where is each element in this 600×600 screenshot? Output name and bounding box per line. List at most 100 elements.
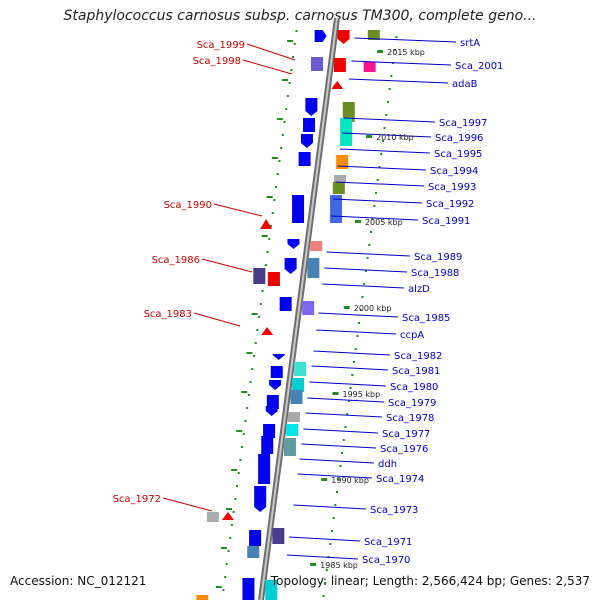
gene-label-sca_1994[interactable]: Sca_1994 bbox=[430, 166, 478, 177]
gene-block[interactable] bbox=[266, 395, 279, 409]
gene-block[interactable] bbox=[279, 297, 292, 311]
rail-dot bbox=[324, 582, 327, 584]
gene-label-sca_1981[interactable]: Sca_1981 bbox=[392, 366, 440, 377]
gene-label-sca_1983[interactable]: Sca_1983 bbox=[144, 309, 192, 320]
gene-block[interactable] bbox=[286, 424, 299, 436]
rail-dot bbox=[330, 530, 333, 532]
gene-block[interactable] bbox=[292, 195, 305, 223]
scale-tick-label: 1985 kbp bbox=[320, 561, 358, 570]
gene-label-sca_1988[interactable]: Sca_1988 bbox=[411, 268, 459, 279]
gene-arrow[interactable] bbox=[284, 258, 297, 274]
gene-block[interactable] bbox=[253, 268, 266, 284]
gene-label-ddh[interactable]: ddh bbox=[378, 459, 397, 470]
gene-block[interactable] bbox=[290, 390, 303, 404]
gene-arrow[interactable] bbox=[300, 134, 313, 148]
gene-label-sca_1985[interactable]: Sca_1985 bbox=[402, 313, 450, 324]
gene-label-sca_1999[interactable]: Sca_1999 bbox=[197, 40, 245, 51]
gene-arrow[interactable] bbox=[261, 327, 274, 335]
gene-label-alzd[interactable]: alzD bbox=[408, 284, 430, 295]
leader-line bbox=[351, 60, 452, 66]
rail-dot bbox=[368, 244, 371, 246]
gene-block[interactable] bbox=[267, 272, 280, 286]
leader-line bbox=[322, 283, 405, 289]
gene-block[interactable] bbox=[332, 182, 345, 194]
gene-label-sca_1977[interactable]: Sca_1977 bbox=[382, 429, 430, 440]
gene-block[interactable] bbox=[258, 454, 271, 484]
gene-block[interactable] bbox=[342, 102, 355, 122]
gene-block[interactable] bbox=[307, 258, 320, 278]
leader-line bbox=[299, 458, 375, 464]
gene-label-sca_1991[interactable]: Sca_1991 bbox=[422, 216, 470, 227]
rail-tick bbox=[251, 313, 258, 315]
gene-label-sca_1990[interactable]: Sca_1990 bbox=[164, 200, 212, 211]
gene-block[interactable] bbox=[310, 57, 323, 71]
gene-block[interactable] bbox=[247, 546, 260, 558]
gene-label-sca_1995[interactable]: Sca_1995 bbox=[434, 149, 482, 160]
gene-arrow[interactable] bbox=[269, 380, 282, 390]
gene-block[interactable] bbox=[363, 62, 376, 72]
gene-label-sca_2001[interactable]: Sca_2001 bbox=[455, 61, 503, 72]
leader-line bbox=[354, 37, 457, 43]
gene-label-sca_1972[interactable]: Sca_1972 bbox=[113, 494, 161, 505]
gene-label-sca_1978[interactable]: Sca_1978 bbox=[386, 413, 434, 424]
gene-block[interactable] bbox=[294, 362, 307, 376]
gene-label-sca_1989[interactable]: Sca_1989 bbox=[414, 252, 462, 263]
gene-label-sca_1971[interactable]: Sca_1971 bbox=[364, 537, 412, 548]
gene-block[interactable] bbox=[196, 595, 209, 600]
gene-arrow[interactable] bbox=[287, 239, 300, 249]
gene-label-sca_1979[interactable]: Sca_1979 bbox=[388, 398, 436, 409]
gene-arrow[interactable] bbox=[314, 30, 327, 42]
gene-block[interactable] bbox=[333, 58, 346, 72]
gene-arrow[interactable] bbox=[331, 81, 344, 89]
rail-dot bbox=[342, 439, 345, 441]
gene-label-sca_1974[interactable]: Sca_1974 bbox=[376, 474, 424, 485]
rail-dot bbox=[234, 498, 237, 500]
rail-dot bbox=[236, 485, 239, 487]
gene-block[interactable] bbox=[298, 152, 311, 166]
gene-label-sca_1970[interactable]: Sca_1970 bbox=[362, 555, 410, 566]
leader-line bbox=[286, 554, 359, 560]
gene-label-ccpa[interactable]: ccpA bbox=[400, 330, 424, 341]
gene-label-sca_1980[interactable]: Sca_1980 bbox=[390, 382, 438, 393]
gene-label-adab[interactable]: adaB bbox=[452, 79, 478, 90]
gene-block[interactable] bbox=[292, 378, 305, 392]
gene-block[interactable] bbox=[261, 436, 274, 454]
gene-block[interactable] bbox=[367, 30, 380, 40]
gene-block[interactable] bbox=[272, 528, 285, 544]
leader-line bbox=[341, 132, 432, 138]
rail-tick bbox=[215, 586, 222, 588]
gene-block[interactable] bbox=[263, 424, 276, 438]
gene-label-sca_1992[interactable]: Sca_1992 bbox=[426, 199, 474, 210]
gene-label-sca_1998[interactable]: Sca_1998 bbox=[193, 56, 241, 67]
gene-block[interactable] bbox=[242, 578, 255, 600]
gene-label-sca_1973[interactable]: Sca_1973 bbox=[370, 505, 418, 516]
gene-block[interactable] bbox=[340, 118, 353, 146]
gene-block[interactable] bbox=[303, 118, 316, 132]
gene-label-sca_1976[interactable]: Sca_1976 bbox=[380, 444, 428, 455]
gene-arrow[interactable] bbox=[221, 512, 234, 520]
gene-block[interactable] bbox=[302, 301, 315, 315]
gene-block[interactable] bbox=[270, 366, 283, 378]
rail-tick bbox=[231, 469, 238, 471]
rail-dot bbox=[344, 426, 347, 428]
gene-block[interactable] bbox=[287, 412, 300, 422]
gene-block[interactable] bbox=[249, 530, 262, 546]
gene-block[interactable] bbox=[336, 155, 349, 169]
gene-block[interactable] bbox=[333, 175, 346, 183]
gene-block[interactable] bbox=[265, 580, 278, 600]
gene-label-sca_1982[interactable]: Sca_1982 bbox=[394, 351, 442, 362]
gene-label-sca_1986[interactable]: Sca_1986 bbox=[152, 255, 200, 266]
gene-label-sca_1996[interactable]: Sca_1996 bbox=[435, 133, 483, 144]
gene-arrow[interactable] bbox=[260, 219, 273, 229]
gene-arrow[interactable] bbox=[254, 486, 267, 512]
gene-arrow[interactable] bbox=[337, 30, 350, 44]
gene-label-sca_1997[interactable]: Sca_1997 bbox=[439, 118, 487, 129]
gene-block[interactable] bbox=[283, 438, 296, 456]
gene-label-sca_1993[interactable]: Sca_1993 bbox=[428, 182, 476, 193]
gene-arrow[interactable] bbox=[265, 406, 278, 416]
gene-arrow[interactable] bbox=[272, 354, 285, 360]
gene-label-srta[interactable]: srtA bbox=[460, 38, 480, 49]
gene-block[interactable] bbox=[206, 512, 219, 522]
gene-block[interactable] bbox=[310, 241, 323, 251]
gene-arrow[interactable] bbox=[305, 98, 318, 116]
